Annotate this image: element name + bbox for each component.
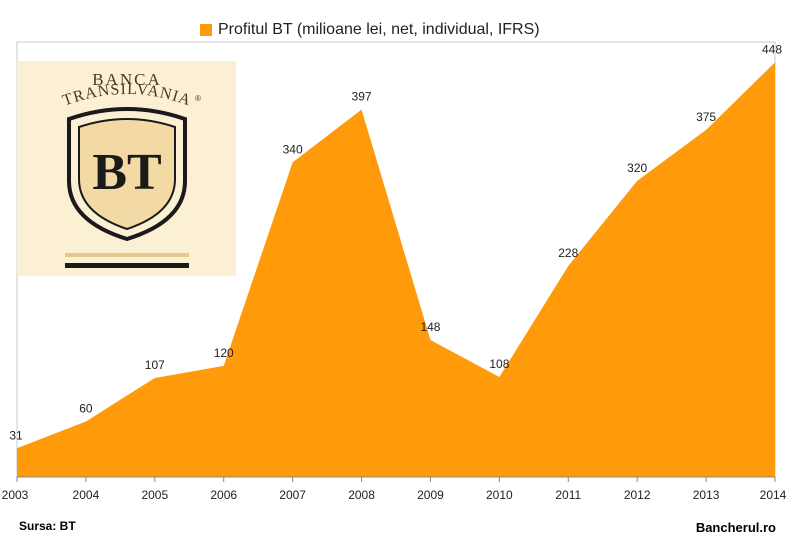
logo-bar-black <box>65 263 189 268</box>
x-tick-label: 2014 <box>760 488 787 502</box>
source-note: Sursa: BT <box>19 519 76 533</box>
data-label: 148 <box>420 320 440 334</box>
x-tick-label: 2009 <box>417 488 444 502</box>
data-label: 320 <box>627 161 647 175</box>
x-tick-label: 2005 <box>141 488 168 502</box>
x-tick-label: 2007 <box>279 488 306 502</box>
x-tick-label: 2011 <box>555 488 581 502</box>
plot-area: 2003 2004 2005 2006 2007 2008 2009 2010 2011 2012… <box>2 41 787 502</box>
logo-registered: ® <box>195 94 201 103</box>
site-credit: Bancherul.ro <box>695 520 776 535</box>
x-tick-label: 2012 <box>624 488 651 502</box>
chart-legend: Profitul BT (milioane lei, net, individu… <box>200 21 540 39</box>
x-tick-label: 2008 <box>348 488 375 502</box>
data-label: 340 <box>283 142 303 156</box>
x-tick-label: 2013 <box>693 488 720 502</box>
legend-label: Profitul BT (milioane lei, net, individu… <box>218 21 540 38</box>
x-tick-label: 2003 <box>2 488 29 502</box>
data-label: 108 <box>489 357 509 371</box>
data-label: 107 <box>145 358 165 372</box>
legend-swatch <box>200 24 212 36</box>
shield-inner <box>78 118 176 231</box>
x-tick-label: 2004 <box>73 488 100 502</box>
data-label: 120 <box>214 346 234 360</box>
data-label: 60 <box>79 401 93 415</box>
logo-monogram: BT <box>92 144 161 201</box>
x-tick-label: 2006 <box>210 488 237 502</box>
data-label: 397 <box>352 90 372 104</box>
data-label: 228 <box>558 246 578 260</box>
banca-transilvania-logo: BANCA TRANSILVANIA ® BT <box>17 61 236 276</box>
data-label: 448 <box>762 42 782 56</box>
logo-bar-gold <box>65 253 189 257</box>
data-label: 375 <box>696 110 716 124</box>
x-tick-label: 2010 <box>486 488 513 502</box>
logo-line1: BANCA <box>92 70 162 89</box>
series-area <box>17 62 775 478</box>
data-label: 31 <box>9 428 23 442</box>
